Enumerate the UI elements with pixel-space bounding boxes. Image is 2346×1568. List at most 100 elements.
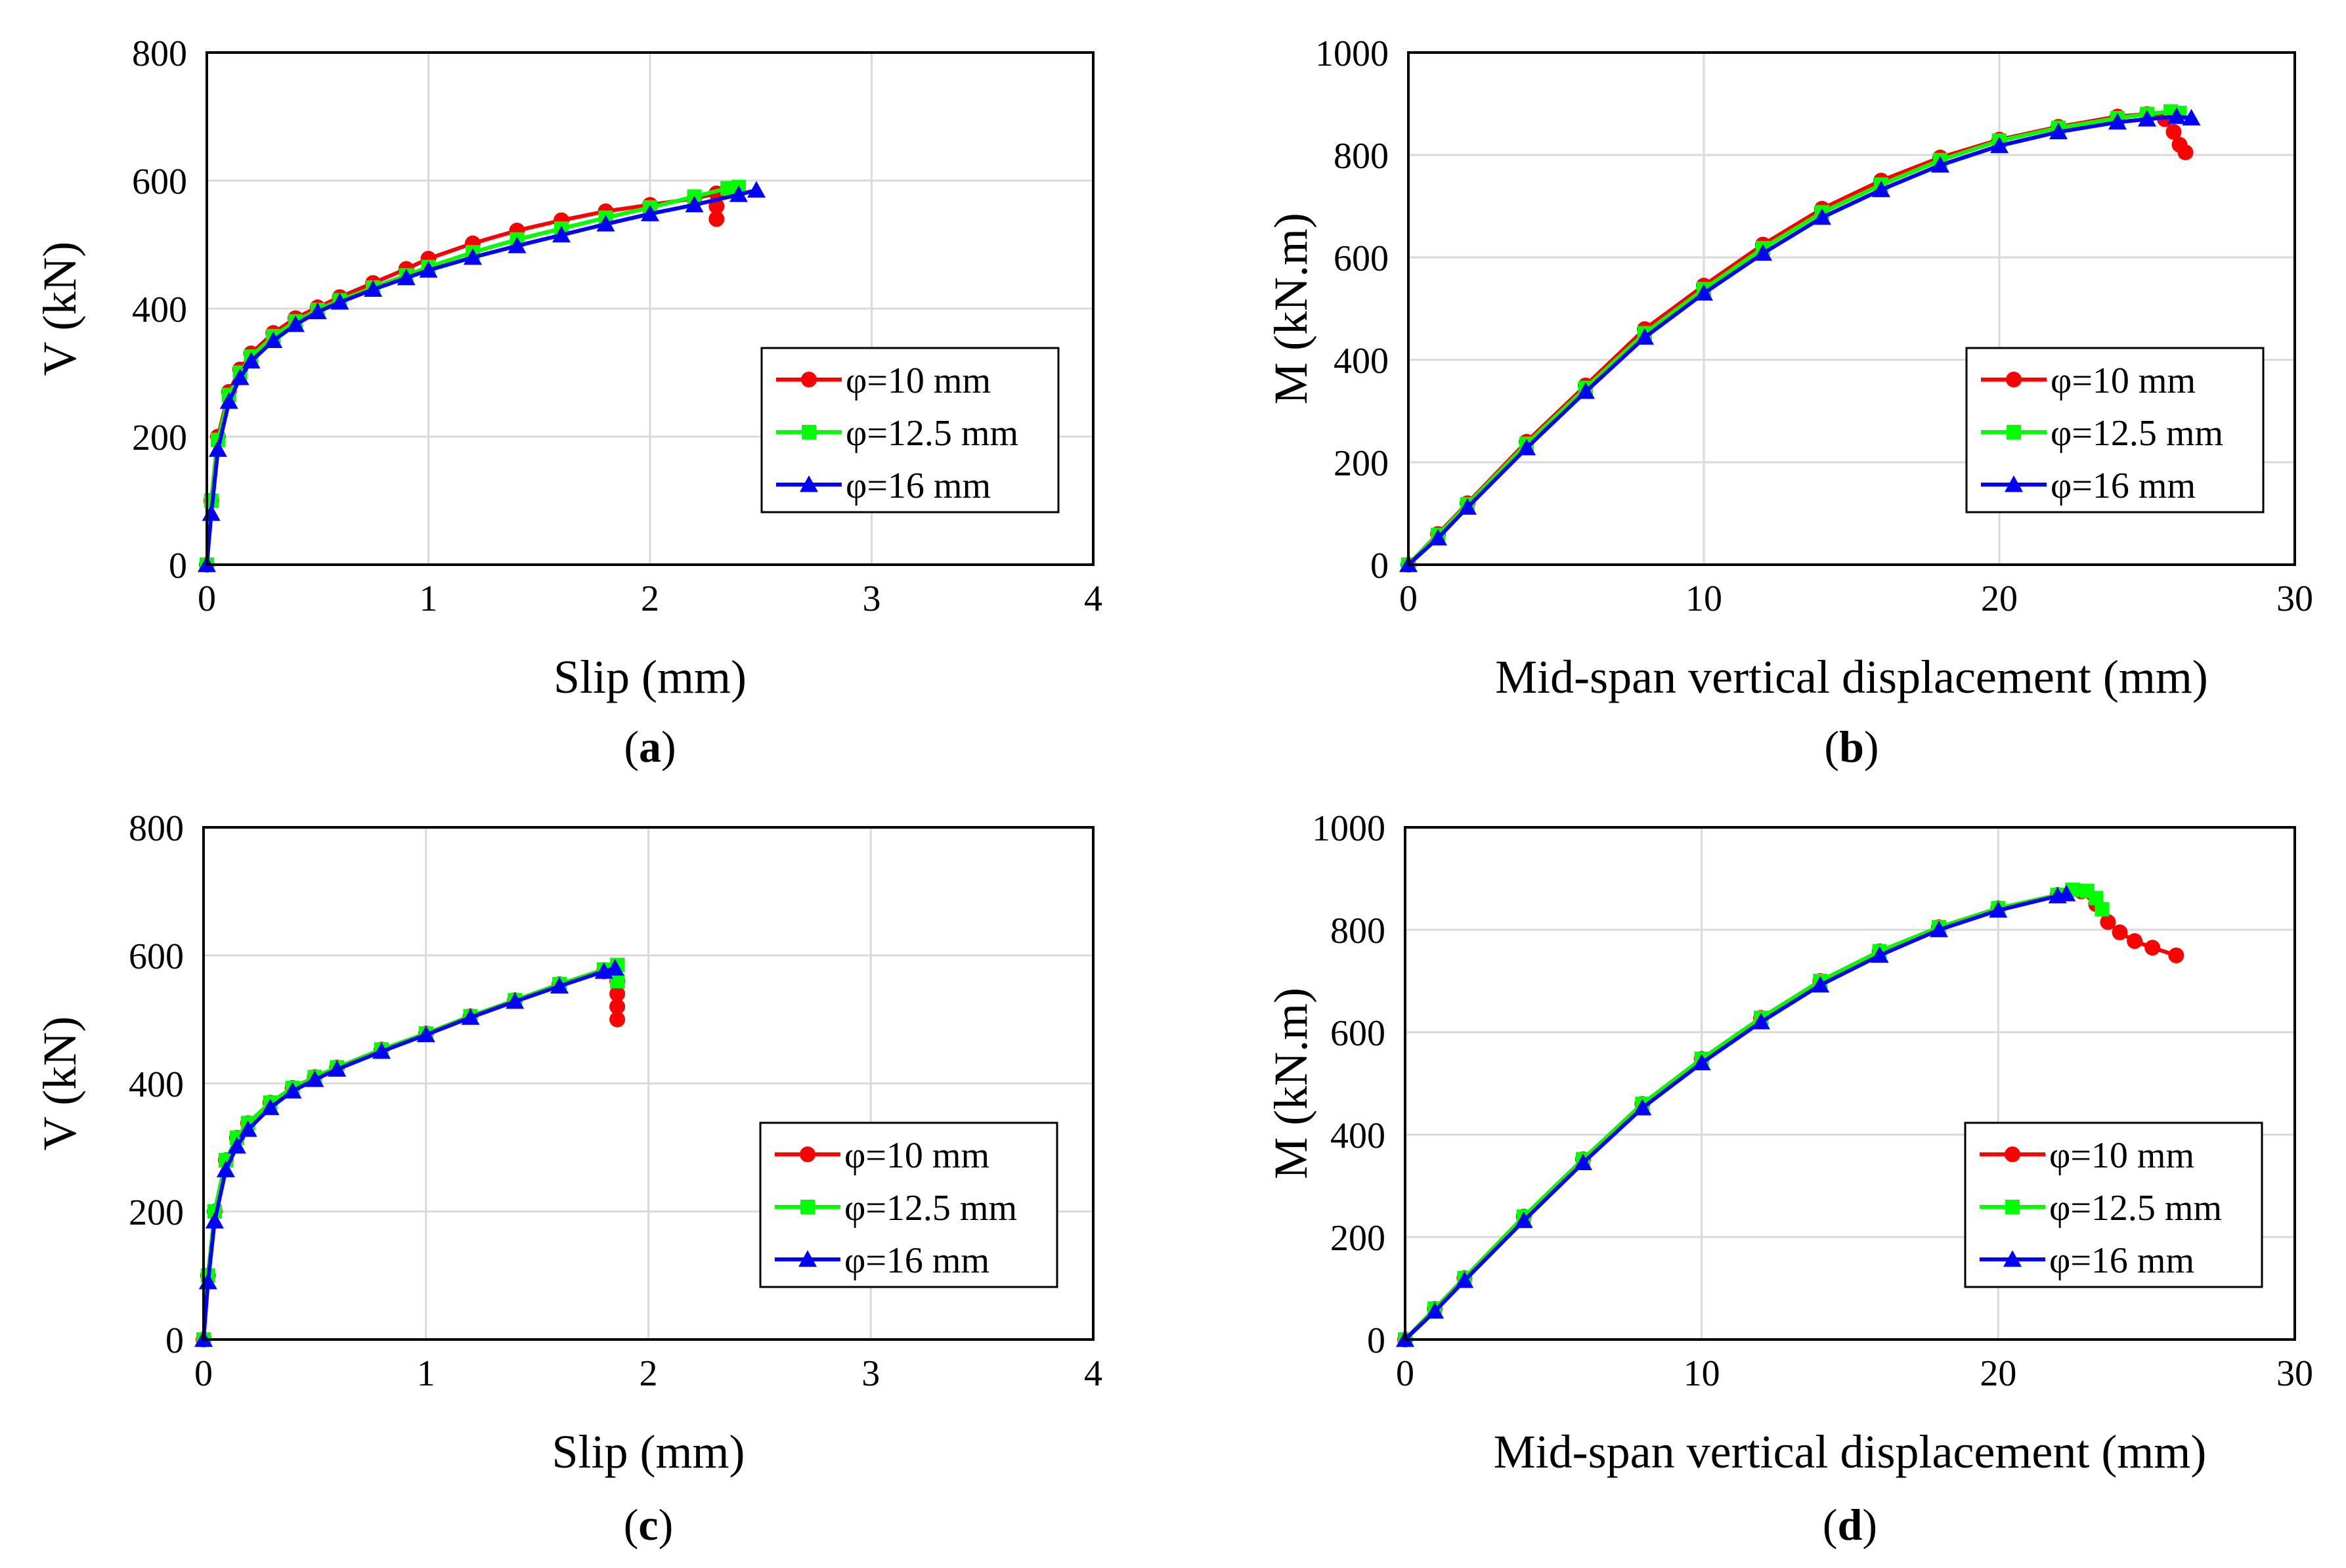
x-axis-label: Slip (mm) xyxy=(552,1426,745,1478)
data-point xyxy=(2108,113,2127,130)
data-point xyxy=(372,1042,391,1059)
data-point xyxy=(729,185,748,202)
data-point xyxy=(1990,136,2009,154)
data-point xyxy=(2168,947,2184,963)
data-point xyxy=(609,986,626,1002)
panel-b: 0 10 20 30 0 200 400 600 800 1000 Mid-span vertica… xyxy=(1265,33,2313,772)
data-point xyxy=(1425,1302,1445,1319)
data-point xyxy=(2165,123,2182,140)
y-tick-label: 1000 xyxy=(1312,808,1385,849)
legend-marker xyxy=(2007,425,2021,439)
legend: φ=10 mm φ=12.5 mm φ=16 mm xyxy=(760,347,1060,513)
legend-label: φ=10 mm xyxy=(844,1135,989,1176)
x-tick-label: 20 xyxy=(1981,578,2018,619)
data-point xyxy=(416,1025,435,1043)
data-point xyxy=(550,976,569,993)
data-point xyxy=(747,181,766,198)
y-tick-label: 600 xyxy=(1330,1013,1385,1054)
y-tick-label: 0 xyxy=(169,546,187,586)
data-point xyxy=(2177,144,2194,161)
x-tick-label: 10 xyxy=(1685,578,1722,619)
data-point xyxy=(286,315,305,332)
x-tick-label: 0 xyxy=(194,1353,213,1394)
plot-frame xyxy=(1404,826,2296,1341)
data-point xyxy=(596,215,615,232)
data-point xyxy=(1931,156,1949,173)
x-tick-label: 30 xyxy=(2276,1353,2313,1394)
data-point xyxy=(264,331,283,348)
x-tick-label: 4 xyxy=(1084,578,1102,619)
y-tick-label: 0 xyxy=(165,1320,184,1361)
series-triangle xyxy=(194,959,624,1347)
data-point xyxy=(1752,1013,1770,1030)
data-point xyxy=(605,959,624,976)
data-point xyxy=(2095,902,2110,917)
legend-marker xyxy=(2005,1146,2020,1162)
legend-marker xyxy=(800,1146,815,1162)
panel-caption: (c) xyxy=(624,1500,674,1550)
panel-caption: (d) xyxy=(1823,1500,1877,1550)
y-tick-label: 800 xyxy=(1334,136,1389,177)
y-axis-label: M (kN.m) xyxy=(1265,213,1317,404)
y-tick-label: 1000 xyxy=(1315,33,1389,74)
legend-marker xyxy=(2003,1250,2022,1267)
data-point xyxy=(2144,940,2161,956)
y-tick-label: 200 xyxy=(132,418,187,458)
data-point xyxy=(1930,921,1948,938)
series-line xyxy=(202,969,620,1340)
y-tick-label: 0 xyxy=(1370,546,1389,586)
y-tick-label: 600 xyxy=(1334,238,1389,279)
series-line xyxy=(205,191,719,565)
data-point xyxy=(708,211,725,227)
data-point xyxy=(2127,933,2143,949)
data-point xyxy=(1636,328,1654,345)
data-point xyxy=(461,1008,480,1025)
legend: φ=10 mm φ=12.5 mm φ=16 mm xyxy=(759,1122,1058,1288)
legend-marker xyxy=(798,1250,817,1267)
data-point xyxy=(685,196,704,213)
y-tick-label: 200 xyxy=(1334,443,1389,484)
legend-label: φ=10 mm xyxy=(2051,360,2196,401)
data-point xyxy=(1754,244,1772,261)
x-tick-label: 4 xyxy=(1084,1353,1102,1394)
data-point xyxy=(283,1081,302,1099)
x-tick-label: 3 xyxy=(863,578,881,619)
data-point xyxy=(1813,208,1831,225)
plot-frame xyxy=(206,51,1095,566)
x-tick-label: 2 xyxy=(641,578,659,619)
y-tick-label: 600 xyxy=(132,162,187,202)
data-point xyxy=(2100,914,2116,930)
data-point xyxy=(305,1070,324,1087)
data-point xyxy=(219,392,238,409)
data-point xyxy=(1574,1153,1592,1171)
legend-label: φ=10 mm xyxy=(2049,1135,2194,1176)
data-point xyxy=(2182,108,2201,126)
series-circle xyxy=(196,963,626,1347)
data-point xyxy=(208,440,227,457)
data-point xyxy=(261,1099,280,1116)
data-point xyxy=(610,974,625,988)
x-tick-label: 20 xyxy=(1980,1353,2016,1394)
y-tick-label: 0 xyxy=(1367,1320,1385,1361)
x-axis-label: Mid-span vertical displacement (mm) xyxy=(1495,651,2208,703)
data-point xyxy=(238,1120,257,1137)
x-tick-label: 2 xyxy=(640,1353,658,1394)
data-point xyxy=(1692,1053,1711,1070)
legend: φ=10 mm φ=12.5 mm φ=16 mm xyxy=(1964,1122,2263,1288)
data-point xyxy=(364,280,383,297)
data-point xyxy=(2112,924,2128,940)
y-tick-label: 600 xyxy=(129,936,184,977)
x-tick-label: 30 xyxy=(2276,578,2313,619)
legend-label: φ=12.5 mm xyxy=(844,1188,1017,1229)
x-tick-label: 1 xyxy=(420,578,438,619)
data-point xyxy=(242,351,261,369)
data-point xyxy=(1458,498,1477,515)
legend-marker xyxy=(800,475,818,492)
data-point xyxy=(1455,1271,1474,1288)
series-circle xyxy=(199,185,725,573)
data-point xyxy=(227,1137,246,1154)
data-point xyxy=(1576,382,1595,399)
data-point xyxy=(552,225,571,243)
data-point xyxy=(1989,901,2008,918)
